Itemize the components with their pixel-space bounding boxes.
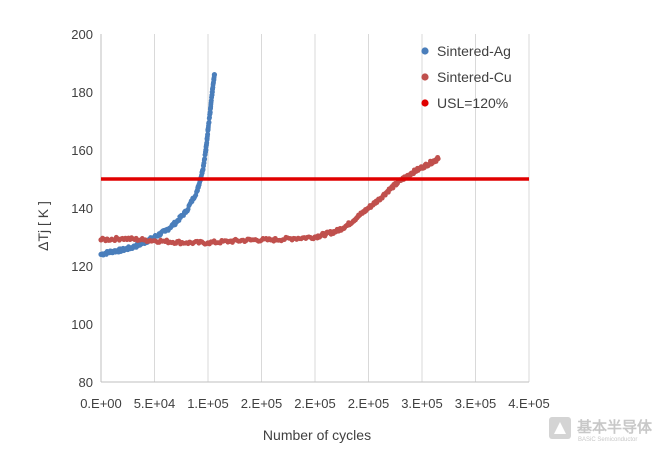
series-0-dot — [207, 111, 213, 117]
series-1 — [98, 154, 441, 247]
x-tick-label-2: 1.E+05 — [187, 396, 229, 411]
x-tick-label-7: 3.E+05 — [455, 396, 497, 411]
series-0-dot — [194, 189, 199, 195]
watermark-logo-mark — [554, 422, 566, 434]
series-0-dot — [205, 131, 211, 137]
legend-label-2: USL=120% — [437, 95, 508, 111]
x-tick-label-3: 2.E+05 — [241, 396, 283, 411]
y-tick-label-0: 80 — [79, 375, 93, 390]
x-tick-label-4: 2.E+05 — [294, 396, 336, 411]
y-tick-label-4: 160 — [71, 143, 93, 158]
watermark-name-cn: 基本半导体 — [576, 418, 653, 436]
x-tick-label-6: 3.E+05 — [401, 396, 443, 411]
x-axis-title: Number of cycles — [263, 427, 371, 443]
y-tick-label-2: 120 — [71, 259, 93, 274]
watermark-name-en: BASiC Semiconductor — [578, 437, 637, 443]
legend-marker-1 — [421, 73, 429, 81]
y-tick-label-6: 200 — [71, 27, 93, 42]
tick-labels: 80 100 120 140 160 180 200 0.E+00 5.E+04 1.E+05 2.… — [71, 27, 549, 411]
watermark: 基本半导体 BASiC Semiconductor — [549, 417, 653, 443]
series-0-dot — [202, 156, 208, 162]
legend-marker-0 — [421, 47, 429, 55]
y-axis-title: ΔTj [ K ] — [35, 201, 51, 251]
y-tick-label-3: 140 — [71, 201, 93, 216]
x-tick-label-1: 5.E+04 — [134, 396, 176, 411]
y-tick-label-5: 180 — [71, 85, 93, 100]
x-tick-label-0: 0.E+00 — [80, 396, 122, 411]
legend-label-0: Sintered-Ag — [437, 43, 511, 59]
series-0-dot — [209, 92, 215, 98]
series-0-dot — [211, 73, 217, 79]
series-0 — [98, 72, 218, 258]
legend: Sintered-Ag Sintered-Cu USL=120% — [421, 43, 512, 111]
legend-marker-2 — [421, 99, 429, 107]
axes — [100, 34, 529, 383]
series-1-dot — [435, 154, 441, 160]
x-tick-label-5: 2.E+05 — [348, 396, 390, 411]
series-1-dot — [390, 185, 396, 191]
series-0-dot — [206, 119, 212, 125]
grid-lines — [154, 34, 530, 382]
legend-label-1: Sintered-Cu — [437, 69, 512, 85]
series-0-dot — [203, 149, 209, 155]
y-tick-label-1: 100 — [71, 317, 93, 332]
x-tick-label-8: 4.E+05 — [508, 396, 550, 411]
plot-marks — [98, 72, 529, 258]
